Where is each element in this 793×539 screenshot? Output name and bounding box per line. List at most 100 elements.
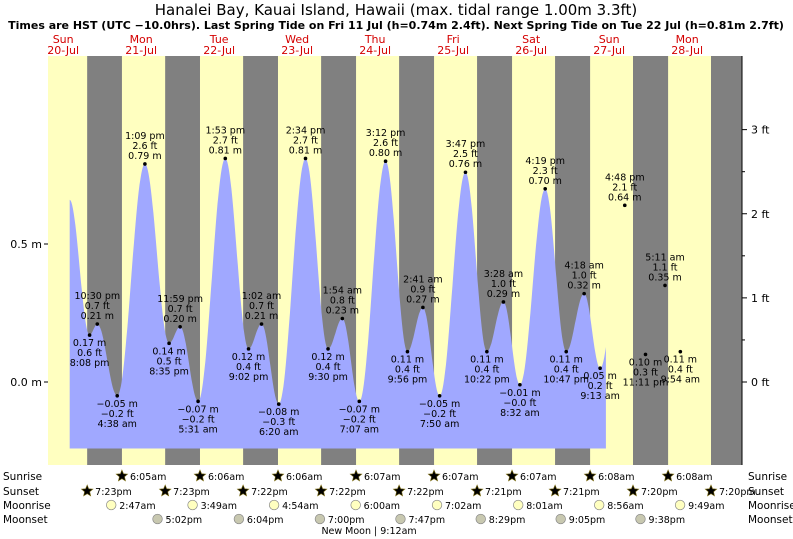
day-of-week: Thu [364, 33, 386, 46]
day-of-week: Wed [285, 33, 309, 46]
high-tide-label: 1:02 am [242, 291, 281, 302]
low-tide-label: 8:32 am [500, 408, 539, 419]
day-date: 25-Jul [437, 44, 469, 57]
high-tide-label: 2.7 ft [293, 135, 318, 146]
chart-title: Hanalei Bay, Kauai Island, Hawaii (max. … [155, 1, 638, 19]
low-tide-label: 0.17 m [73, 338, 106, 349]
low-tide-label: 10:22 pm [464, 375, 510, 386]
day-date: 24-Jul [359, 44, 391, 57]
high-tide-label: 2:41 am [403, 274, 442, 285]
day-date: 21-Jul [125, 44, 157, 57]
day-headers: Sun20-JulMon21-JulTue22-JulWed23-JulThu2… [47, 33, 703, 57]
sunrise-icon [271, 469, 285, 482]
day-of-week: Mon [676, 33, 699, 46]
low-tide-label: 0.05 m [583, 371, 616, 382]
moonrise-time: 6:00am [364, 501, 400, 512]
moonrise-icon [350, 499, 361, 511]
day-date: 28-Jul [671, 44, 703, 57]
low-tide-label: −0.2 ft [182, 414, 215, 425]
day-date: 22-Jul [203, 44, 235, 57]
high-tide-label: 0.35 m [648, 272, 681, 283]
moonrise-time: 8:01am [526, 501, 562, 512]
low-tide-label: −0.3 ft [262, 417, 295, 428]
high-tide-point [178, 325, 182, 329]
moonset-time: 9:05pm [569, 515, 606, 526]
moonrise-time: 9:49am [688, 501, 724, 512]
high-tide-label: 2.7 ft [213, 135, 238, 146]
low-tide-label: 4:38 am [98, 419, 137, 430]
high-tide-label: 11:59 pm [157, 294, 203, 305]
high-tide-point [463, 170, 468, 175]
high-tide-point [143, 162, 147, 166]
sunrise-icon [583, 469, 597, 482]
high-tide-point [383, 159, 388, 163]
sunset-icon [392, 484, 406, 497]
high-tide-point [543, 187, 547, 191]
sun-moon-table: Sunrise Sunrise Sunset Sunset Moonrise Moonri… [3, 469, 793, 537]
moonset-time: 7:47pm [408, 515, 445, 526]
low-tide-point [357, 399, 362, 404]
low-tide-point [678, 349, 683, 354]
moonrise-icon [674, 499, 686, 511]
low-tide-label: −0.05 m [97, 399, 138, 410]
high-tide-label: 0.21 m [245, 311, 278, 322]
sunrise-icon [661, 469, 675, 482]
high-tide-point [303, 156, 308, 161]
high-tide-label: 4:48 pm [605, 172, 645, 183]
right-axis-tick-label: 0 ft [751, 376, 770, 389]
high-tide-point [501, 300, 506, 304]
day-date: 23-Jul [281, 44, 313, 57]
astro-row-label-left: Moonset [3, 514, 48, 526]
low-tide-label: −0.05 m [419, 399, 460, 410]
moonrise-time: 7:02am [445, 501, 481, 512]
day-of-week: Sun [53, 33, 74, 46]
right-axis-tick-label: 3 ft [751, 124, 770, 137]
daytime-band [668, 56, 711, 465]
high-tide-label: 0.81 m [209, 145, 242, 156]
sunrise-time: 6:08am [676, 472, 712, 483]
sunset-icon [704, 484, 718, 497]
high-tide-label: 10:30 pm [74, 291, 120, 302]
high-tide-label: 2.3 ft [533, 166, 558, 177]
moonset-time: 9:38pm [648, 515, 685, 526]
high-tide-label: 0.80 m [369, 148, 402, 159]
sunrise-time: 6:06am [208, 472, 244, 483]
moonrise-icon [594, 499, 605, 511]
high-tide-label: 0.9 ft [410, 284, 435, 295]
moonrise-icon [106, 499, 117, 511]
low-tide-label: 0.11 m [470, 355, 503, 366]
moonset-icon [233, 513, 245, 525]
moonset-time: 7:00pm [328, 515, 365, 526]
high-tide-label: 3:47 pm [446, 139, 486, 150]
astro-row-label-left: Sunrise [3, 471, 42, 483]
low-tide-label: 10:47 pm [543, 375, 589, 386]
low-tide-label: 0.12 m [232, 352, 265, 363]
sunrise-icon [115, 469, 129, 482]
sunrise-icon [193, 469, 207, 482]
high-tide-label: 0.81 m [289, 145, 322, 156]
high-tide-point [582, 291, 586, 296]
astro-row-label-left: Moonrise [3, 500, 51, 512]
sunset-icon [236, 484, 250, 497]
astro-row-label-right: Moonrise [748, 500, 793, 512]
high-tide-point [95, 322, 100, 326]
high-tide-label: 2.6 ft [373, 138, 398, 149]
right-axis-tick-label: 2 ft [751, 208, 770, 221]
high-tide-label: 2:34 pm [286, 125, 326, 136]
moonrise-time: 3:49am [201, 501, 237, 512]
sunrise-time: 6:06am [286, 472, 322, 483]
low-tide-point [564, 349, 569, 354]
high-tide-label: 0.27 m [406, 294, 439, 305]
moonrise-icon [268, 499, 280, 511]
sunrise-time: 6:07am [442, 472, 478, 483]
sunset-time: 7:21pm [563, 487, 600, 498]
low-tide-point [437, 394, 442, 398]
high-tide-point [259, 322, 264, 326]
tide-curve-area [69, 158, 606, 449]
sunset-icon [626, 484, 640, 497]
moonset-icon [475, 513, 486, 525]
low-tide-label: 0.4 ft [554, 365, 579, 376]
low-tide-label: 11:11 pm [623, 377, 669, 388]
moonset-icon [152, 513, 163, 525]
